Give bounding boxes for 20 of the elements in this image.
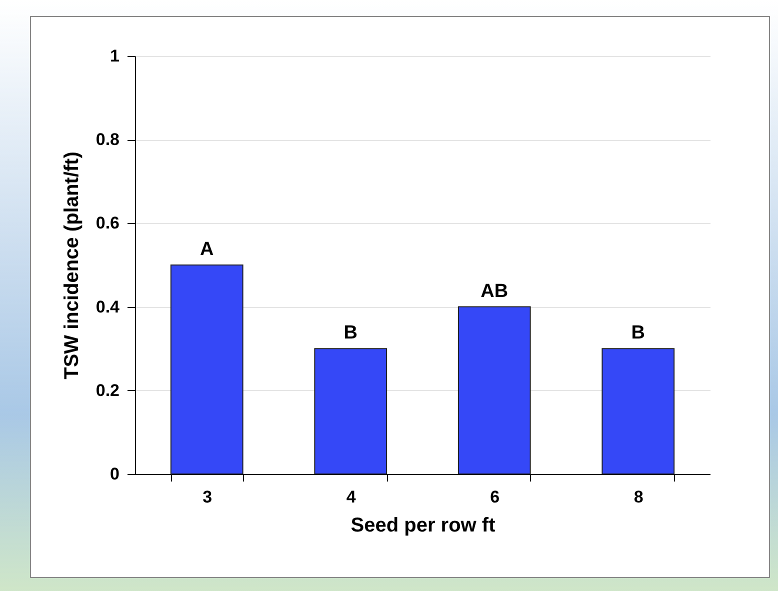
y-tick-label: 0.8	[96, 130, 120, 150]
bar	[602, 348, 675, 474]
x-tick-label: 6	[490, 488, 500, 506]
bar	[458, 306, 531, 474]
annotation: AB	[480, 280, 508, 302]
x-tick-label: 8	[634, 488, 644, 506]
y-tick-label: 0.6	[96, 214, 120, 233]
x-axis-title: Seed per row ft	[350, 514, 496, 536]
annotation: B	[631, 322, 645, 344]
bar	[170, 264, 244, 474]
y-tick-label: 0.2	[96, 380, 120, 400]
annotation: B	[344, 322, 358, 344]
annotation: A	[200, 239, 214, 260]
y-tick-label: 1	[110, 46, 120, 66]
bar	[314, 348, 388, 474]
y-tick-label: 0	[110, 464, 120, 484]
x-tick-label: 3	[202, 488, 212, 506]
y-tick-label: 0.4	[96, 297, 120, 316]
x-tick-label: 4	[346, 488, 356, 506]
y-axis-title: TSW incidence (plant/ft)	[60, 152, 83, 380]
